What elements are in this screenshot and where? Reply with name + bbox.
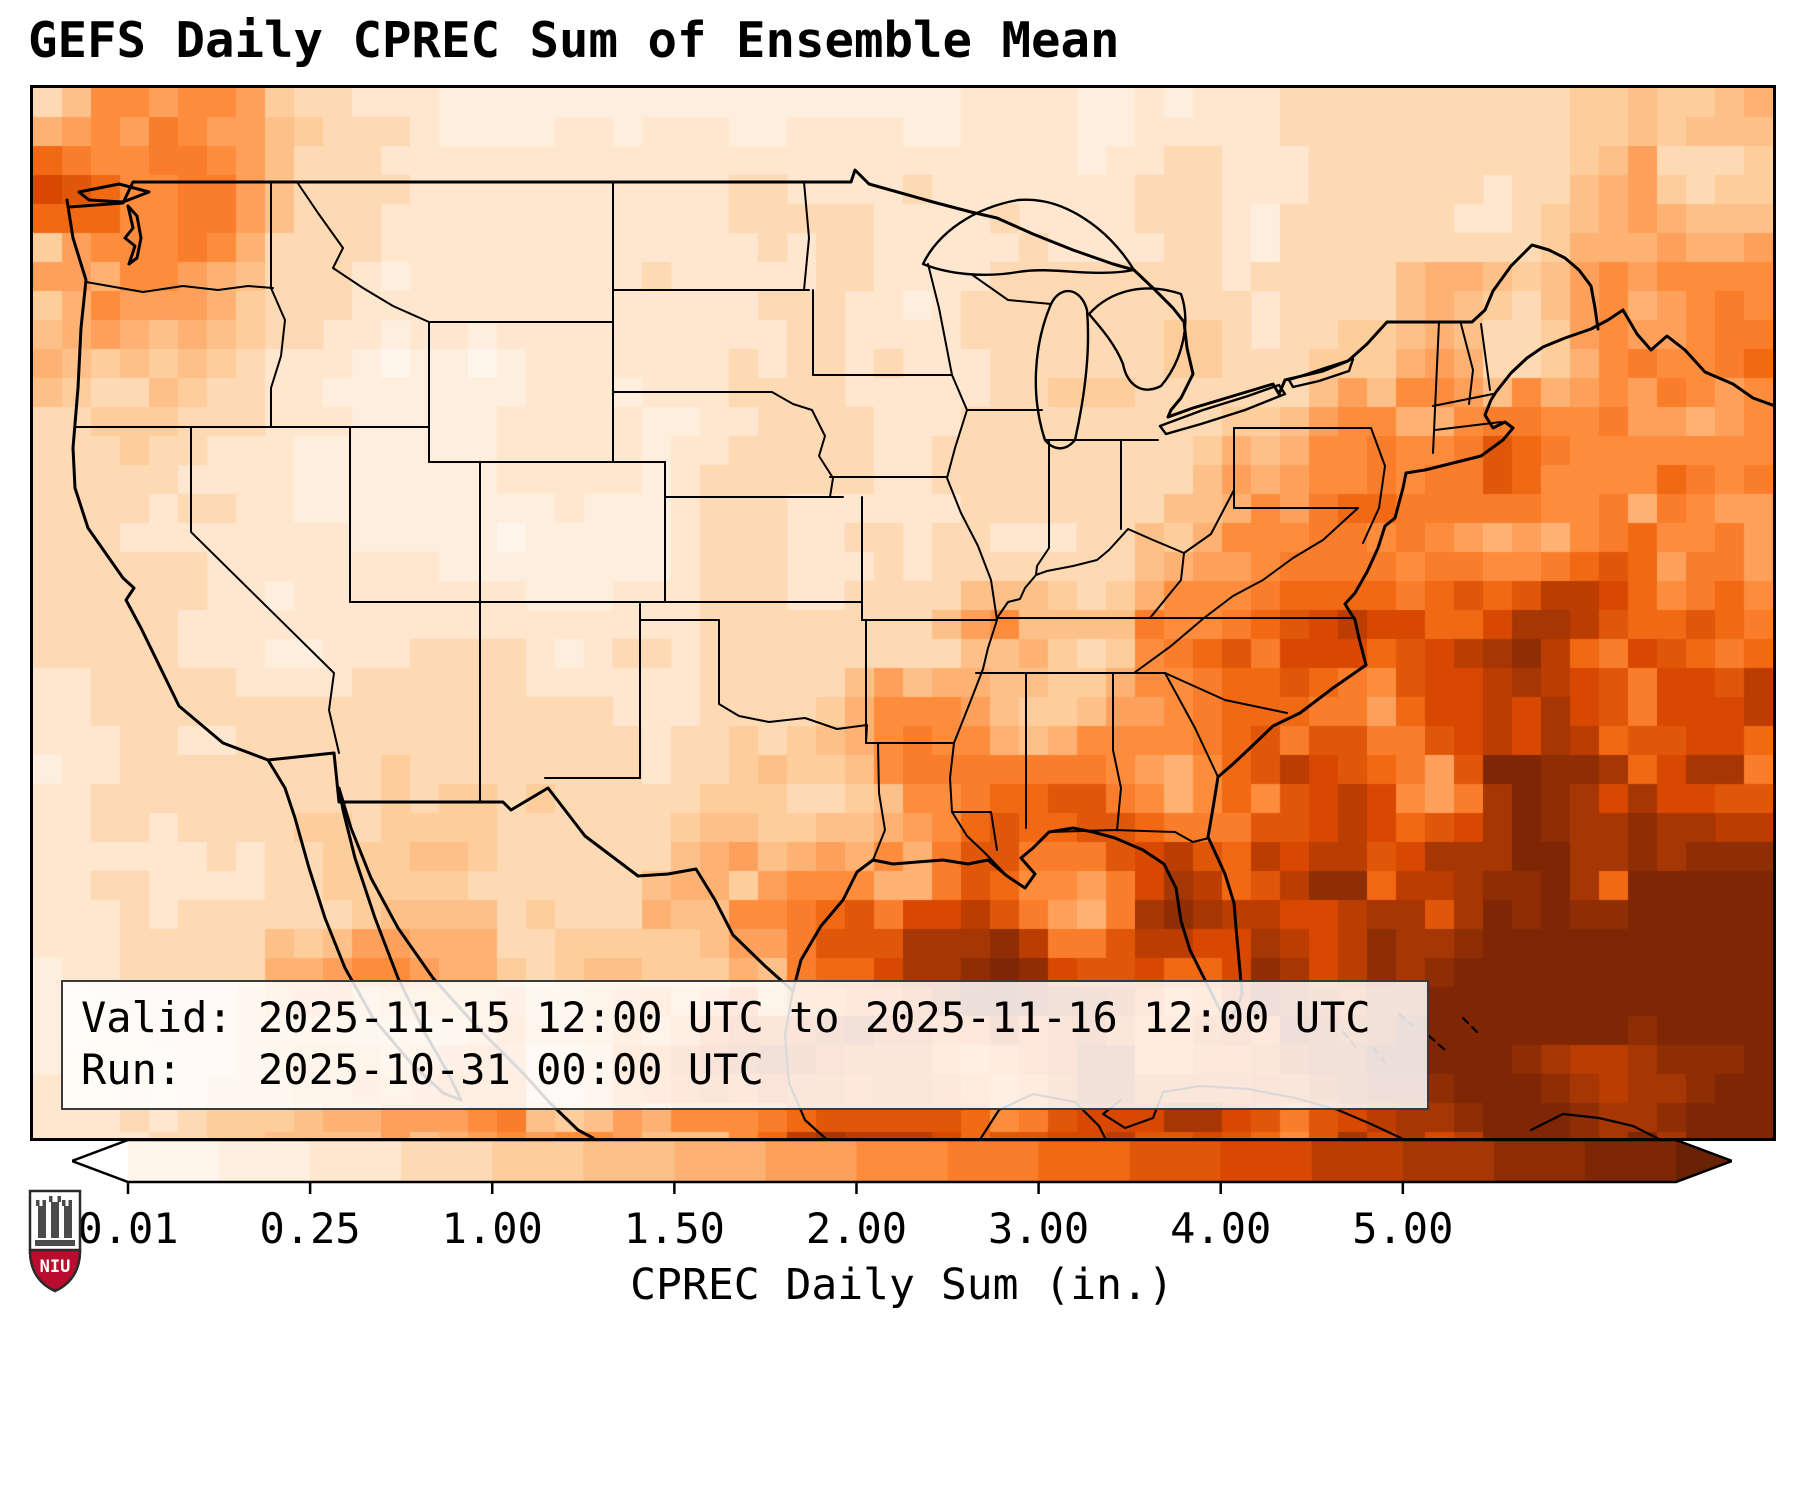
colorbar-tick-label: 0.25 [259, 1204, 361, 1253]
colorbar: 0.01 0.25 1.00 1.50 2.00 3.00 4.00 5.00 CPREC D… [68, 1138, 1736, 1310]
niu-shield-icon: NIU [28, 1189, 82, 1293]
logo-text: NIU [40, 1257, 71, 1277]
figure-title: GEFS Daily CPREC Sum of Ensemble Mean [28, 12, 1120, 69]
run-time-text: Run: 2025-10-31 00:00 UTC [81, 1045, 764, 1094]
colorbar-tick-label: 2.00 [805, 1204, 908, 1253]
colorbar-tick-label: 5.00 [1352, 1204, 1454, 1253]
colorbar-tick-label: 0.01 [77, 1204, 179, 1253]
castle-icon [35, 1196, 75, 1246]
colorbar-tick-label: 4.00 [1170, 1204, 1272, 1253]
precip-map: Valid: 2025-11-15 12:00 UTC to 2025-11-1… [30, 85, 1776, 1141]
niu-logo: NIU [26, 1188, 84, 1298]
colorbar-tick-label: 3.00 [988, 1204, 1090, 1253]
colorbar-ticks: 0.01 0.25 1.00 1.50 2.00 3.00 4.00 5.00 [72, 1200, 1732, 1258]
colorbar-tick-label: 1.50 [623, 1204, 725, 1253]
colorbar-label: CPREC Daily Sum (in.) [630, 1260, 1174, 1310]
valid-run-info-box: Valid: 2025-11-15 12:00 UTC to 2025-11-1… [61, 980, 1429, 1110]
colorbar-svg [68, 1138, 1736, 1194]
colorbar-tick-label: 1.00 [441, 1204, 543, 1253]
logo-red-band [28, 1248, 82, 1293]
valid-time-text: Valid: 2025-11-15 12:00 UTC to 2025-11-1… [81, 993, 1371, 1042]
